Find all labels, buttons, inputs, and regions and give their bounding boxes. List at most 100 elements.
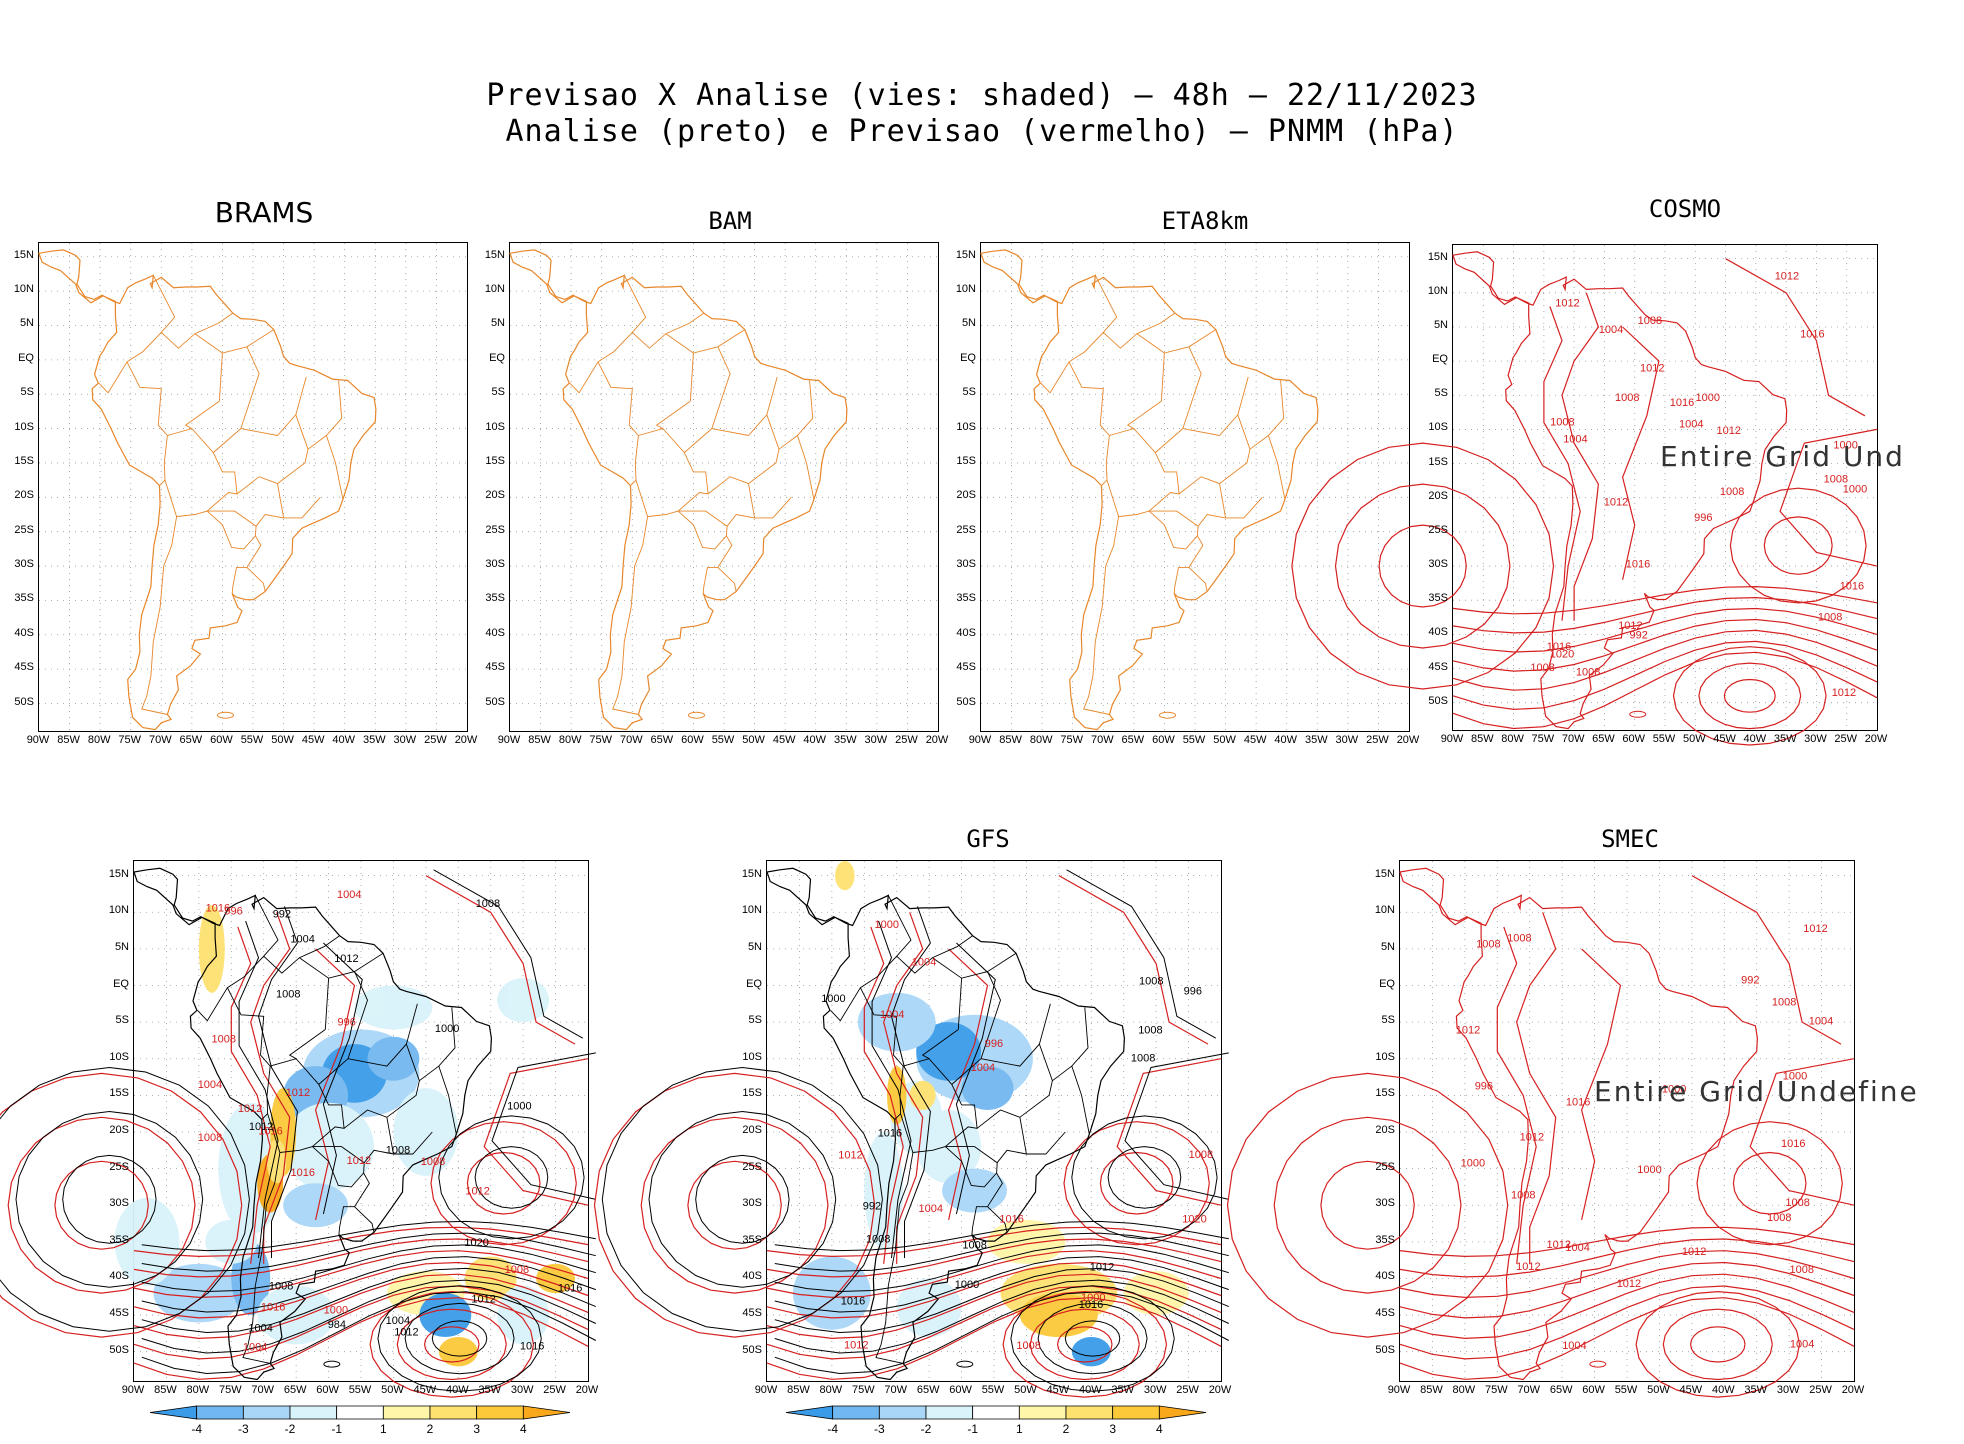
country-border [726,483,756,527]
colorbar-segment [476,1405,524,1420]
country-border [419,1007,456,1082]
forecast-isobar [133,1261,589,1319]
analysis-isobar [474,1146,549,1209]
lon-tick-label: 80W [87,734,111,746]
forecast-isobar [369,1290,535,1398]
lon-tick-label: 25W [543,1384,566,1396]
forecast-isobar [314,948,356,1221]
colorbar-segment [522,1405,571,1420]
lon-tick-label: 75W [1060,734,1084,746]
forecast-isobar [250,912,291,1264]
isobar-label: 1012 [238,1103,262,1115]
lat-tick-label: 15S [742,1087,762,1100]
lon-tick-label: 60W [949,1384,972,1396]
panel-title-gfs: GFS [966,825,1010,853]
lon-tick-label: 20W [1841,1384,1865,1396]
colorbar-tick-label: -4 [827,1422,838,1436]
isobar-label: 1000 [1662,1084,1686,1096]
colorbar-segment [1018,1405,1067,1420]
lon-tick-label: 60W [1622,733,1646,745]
map-cosmo: 1012 1008 1016 1008 1012 1012 1008 1016 1012 1004… [1291,244,1878,746]
lat-tick-label: 35S [485,592,505,605]
lat-tick-label: EQ [18,351,34,364]
lon-tick-label: 45W [413,1384,437,1396]
lat-tick-label: 5S [1381,1014,1395,1027]
country-border [343,1043,420,1129]
isobar-label: 992 [863,1201,881,1213]
isobar-label: 1012 [1640,363,1664,375]
analysis-isobar [433,869,584,1039]
isobar-label: 1012 [334,953,358,965]
country-border [932,952,1017,979]
country-border [717,567,737,592]
isobar-label: 1012 [465,1185,489,1197]
colorbar-tick-label: 2 [427,1422,434,1436]
map-eta8km [980,242,1410,732]
figure-title-line1: Previsao X Analise (vies: shaded) — 48h … [486,78,1478,113]
forecast-isobar [1662,1308,1773,1381]
isobar-label: 1012 [471,1294,495,1306]
isobar-label: 1004 [337,889,361,901]
lat-tick-label: 5S [962,386,976,399]
country-border [1188,567,1208,592]
forecast-isobar [1516,912,1557,1264]
lon-tick-label: 70W [148,734,172,746]
isobar-label: 1000 [955,1279,979,1291]
lon-tick-label: 40W [1078,1384,1102,1396]
lat-tick-label: 10N [1427,284,1448,297]
lon-tick-label: 70W [1090,734,1114,746]
south-america-coast [980,249,1319,731]
lon-tick-label: 80W [1501,733,1524,745]
isobar-label: 1004 [1790,1339,1814,1351]
falklands [323,1360,341,1368]
lon-tick-label: 35W [1773,733,1797,745]
forecast-isobar [1698,662,1802,730]
forecast-isobar [1399,1285,1855,1360]
isobar-label: 1008 [1790,1264,1814,1276]
lat-tick-label: 35S [109,1233,129,1246]
isobar-label: 1008 [1530,662,1554,674]
forecast-isobar [1058,875,1209,1045]
colorbar-tick-label: -2 [285,1422,296,1436]
isobar-label: 1016 [1566,1096,1590,1108]
lat-tick-label: 50S [1375,1343,1395,1356]
forecast-isobar [1635,1290,1801,1398]
isobar-label: 1000 [821,993,845,1005]
forecast-isobar [133,1226,589,1258]
lat-tick-label: 15N [484,248,505,261]
country-border [1126,400,1162,429]
isobar-labels: 1012 1008 1016 1008 1012 1012 1008 1016 1012 1004… [1530,270,1867,699]
forecast-isobar [1399,1250,1855,1299]
analysis-isobar [648,1110,837,1288]
lon-tick-label: 85W [1420,1384,1443,1396]
country-border [318,1058,349,1085]
forecast-isobar [1452,585,1878,615]
lat-tick-label: EQ [1379,977,1395,990]
isobar-label: 1016 [1547,641,1571,653]
lon-tick-label: 70W [1517,1384,1541,1396]
analysis-isobar [141,1244,596,1293]
analysis-isobar [141,1291,597,1375]
country-border [98,275,176,394]
bias-patch [354,985,433,1030]
coastline [133,867,493,1381]
analysis-isobar [1071,1115,1218,1240]
isobar-label: 1008 [505,1264,529,1276]
country-border [299,952,384,979]
lat-tick-label: 5N [961,317,976,330]
bias-patch [114,1197,180,1286]
lon-tick-label: 35W [833,734,857,746]
lat-tick-label: 10N [484,283,505,296]
analysis-isobar [141,1232,596,1272]
isobar-label: 1008 [476,898,500,910]
lat-tick-label: 45S [742,1307,762,1320]
lat-tick-label: 5S [748,1014,762,1027]
isobar-label: 1016 [1800,329,1824,341]
grid-lines [1453,245,1877,730]
isobar-label: 996 [985,1038,1003,1050]
lat-tick-label: 45S [1375,1307,1395,1320]
isobar-label: 1000 [1843,484,1867,496]
lon-tick-label: 65W [1549,1384,1573,1396]
analysis-isobar [1037,1302,1148,1375]
lon-tick-label: 85W [528,734,551,746]
